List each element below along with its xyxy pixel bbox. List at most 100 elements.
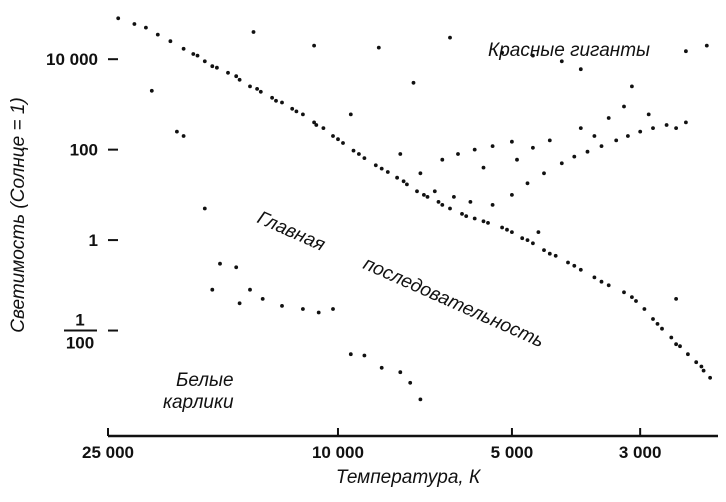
data-point — [398, 370, 403, 375]
data-point — [638, 129, 643, 134]
data-point — [510, 193, 514, 197]
data-point — [490, 203, 495, 207]
data-point — [448, 35, 452, 40]
y-axis-title: Светимость (Солнце = 1) — [8, 97, 29, 333]
data-point — [699, 364, 704, 369]
data-point — [149, 88, 154, 93]
data-points — [116, 16, 712, 402]
data-point — [578, 67, 583, 72]
data-point — [572, 154, 577, 159]
data-point — [191, 52, 196, 56]
data-point — [132, 22, 137, 26]
data-point — [440, 203, 445, 207]
y-tick-denominator: 100 — [66, 334, 94, 353]
data-point — [274, 98, 278, 103]
x-tick-label: 3 000 — [619, 443, 662, 462]
data-point — [260, 297, 265, 301]
data-point — [651, 126, 655, 130]
data-point — [385, 170, 390, 174]
data-point — [592, 134, 597, 138]
data-point — [669, 335, 674, 340]
data-point — [599, 144, 604, 149]
data-point — [379, 365, 384, 370]
data-point — [646, 112, 651, 117]
data-point — [237, 77, 242, 82]
data-point — [418, 397, 423, 402]
data-point — [630, 295, 634, 299]
data-point — [678, 344, 682, 349]
data-point — [468, 200, 473, 204]
data-point — [622, 290, 626, 295]
data-point — [684, 120, 688, 125]
data-point — [312, 43, 316, 48]
data-point — [422, 193, 426, 197]
data-point — [395, 175, 399, 180]
data-point — [362, 353, 367, 358]
data-point — [294, 109, 299, 114]
data-point — [270, 95, 274, 100]
data-point — [547, 138, 552, 143]
data-point — [425, 195, 430, 199]
data-point — [472, 216, 477, 221]
data-point — [415, 189, 419, 194]
data-point — [210, 64, 215, 69]
data-point — [500, 50, 504, 55]
main-sequence-label-1: Главная — [254, 207, 328, 255]
data-point — [432, 189, 437, 194]
data-point — [642, 307, 647, 311]
data-point — [452, 195, 456, 199]
data-point — [515, 157, 519, 162]
data-point — [614, 138, 619, 143]
data-point — [357, 152, 361, 156]
data-point — [376, 45, 381, 50]
data-point — [572, 263, 577, 268]
data-point — [331, 134, 335, 138]
data-point — [630, 84, 634, 89]
data-point — [531, 145, 535, 150]
x-axis-title: Температура, К — [336, 467, 482, 488]
data-point — [651, 317, 655, 321]
x-tick-label: 10 000 — [312, 443, 364, 462]
data-point — [542, 248, 546, 253]
data-point — [116, 16, 121, 21]
data-point — [472, 147, 477, 152]
data-point — [351, 148, 356, 153]
white-dwarfs-label-2: карлики — [163, 392, 234, 413]
data-point — [195, 53, 200, 58]
data-point — [251, 30, 256, 34]
data-point — [464, 214, 469, 219]
data-point — [599, 279, 604, 284]
data-point — [553, 253, 558, 258]
data-point — [510, 230, 514, 235]
x-tick-label: 5 000 — [491, 443, 534, 462]
data-point — [448, 206, 452, 211]
data-point — [460, 212, 464, 216]
data-point — [248, 287, 252, 292]
data-point — [248, 84, 252, 89]
data-point — [456, 152, 460, 156]
data-point — [218, 261, 222, 266]
data-point — [168, 39, 173, 44]
data-point — [634, 299, 638, 303]
data-point — [258, 89, 263, 94]
data-point — [674, 297, 678, 301]
x-ticks: 25 000 10 000 5 000 3 000 — [82, 428, 661, 462]
data-point — [664, 123, 669, 127]
data-point — [144, 25, 148, 30]
data-point — [440, 157, 445, 162]
data-point — [155, 32, 160, 37]
data-point — [348, 112, 353, 117]
data-point — [362, 156, 367, 161]
data-point — [559, 161, 564, 166]
data-point — [202, 59, 207, 64]
data-point — [592, 275, 597, 280]
data-point — [606, 283, 611, 288]
data-point — [585, 149, 590, 154]
data-point — [500, 225, 504, 230]
data-point — [341, 141, 345, 145]
data-point — [510, 139, 514, 144]
data-point — [301, 307, 305, 311]
data-point — [520, 236, 525, 241]
y-tick-label: 1 — [89, 231, 98, 250]
